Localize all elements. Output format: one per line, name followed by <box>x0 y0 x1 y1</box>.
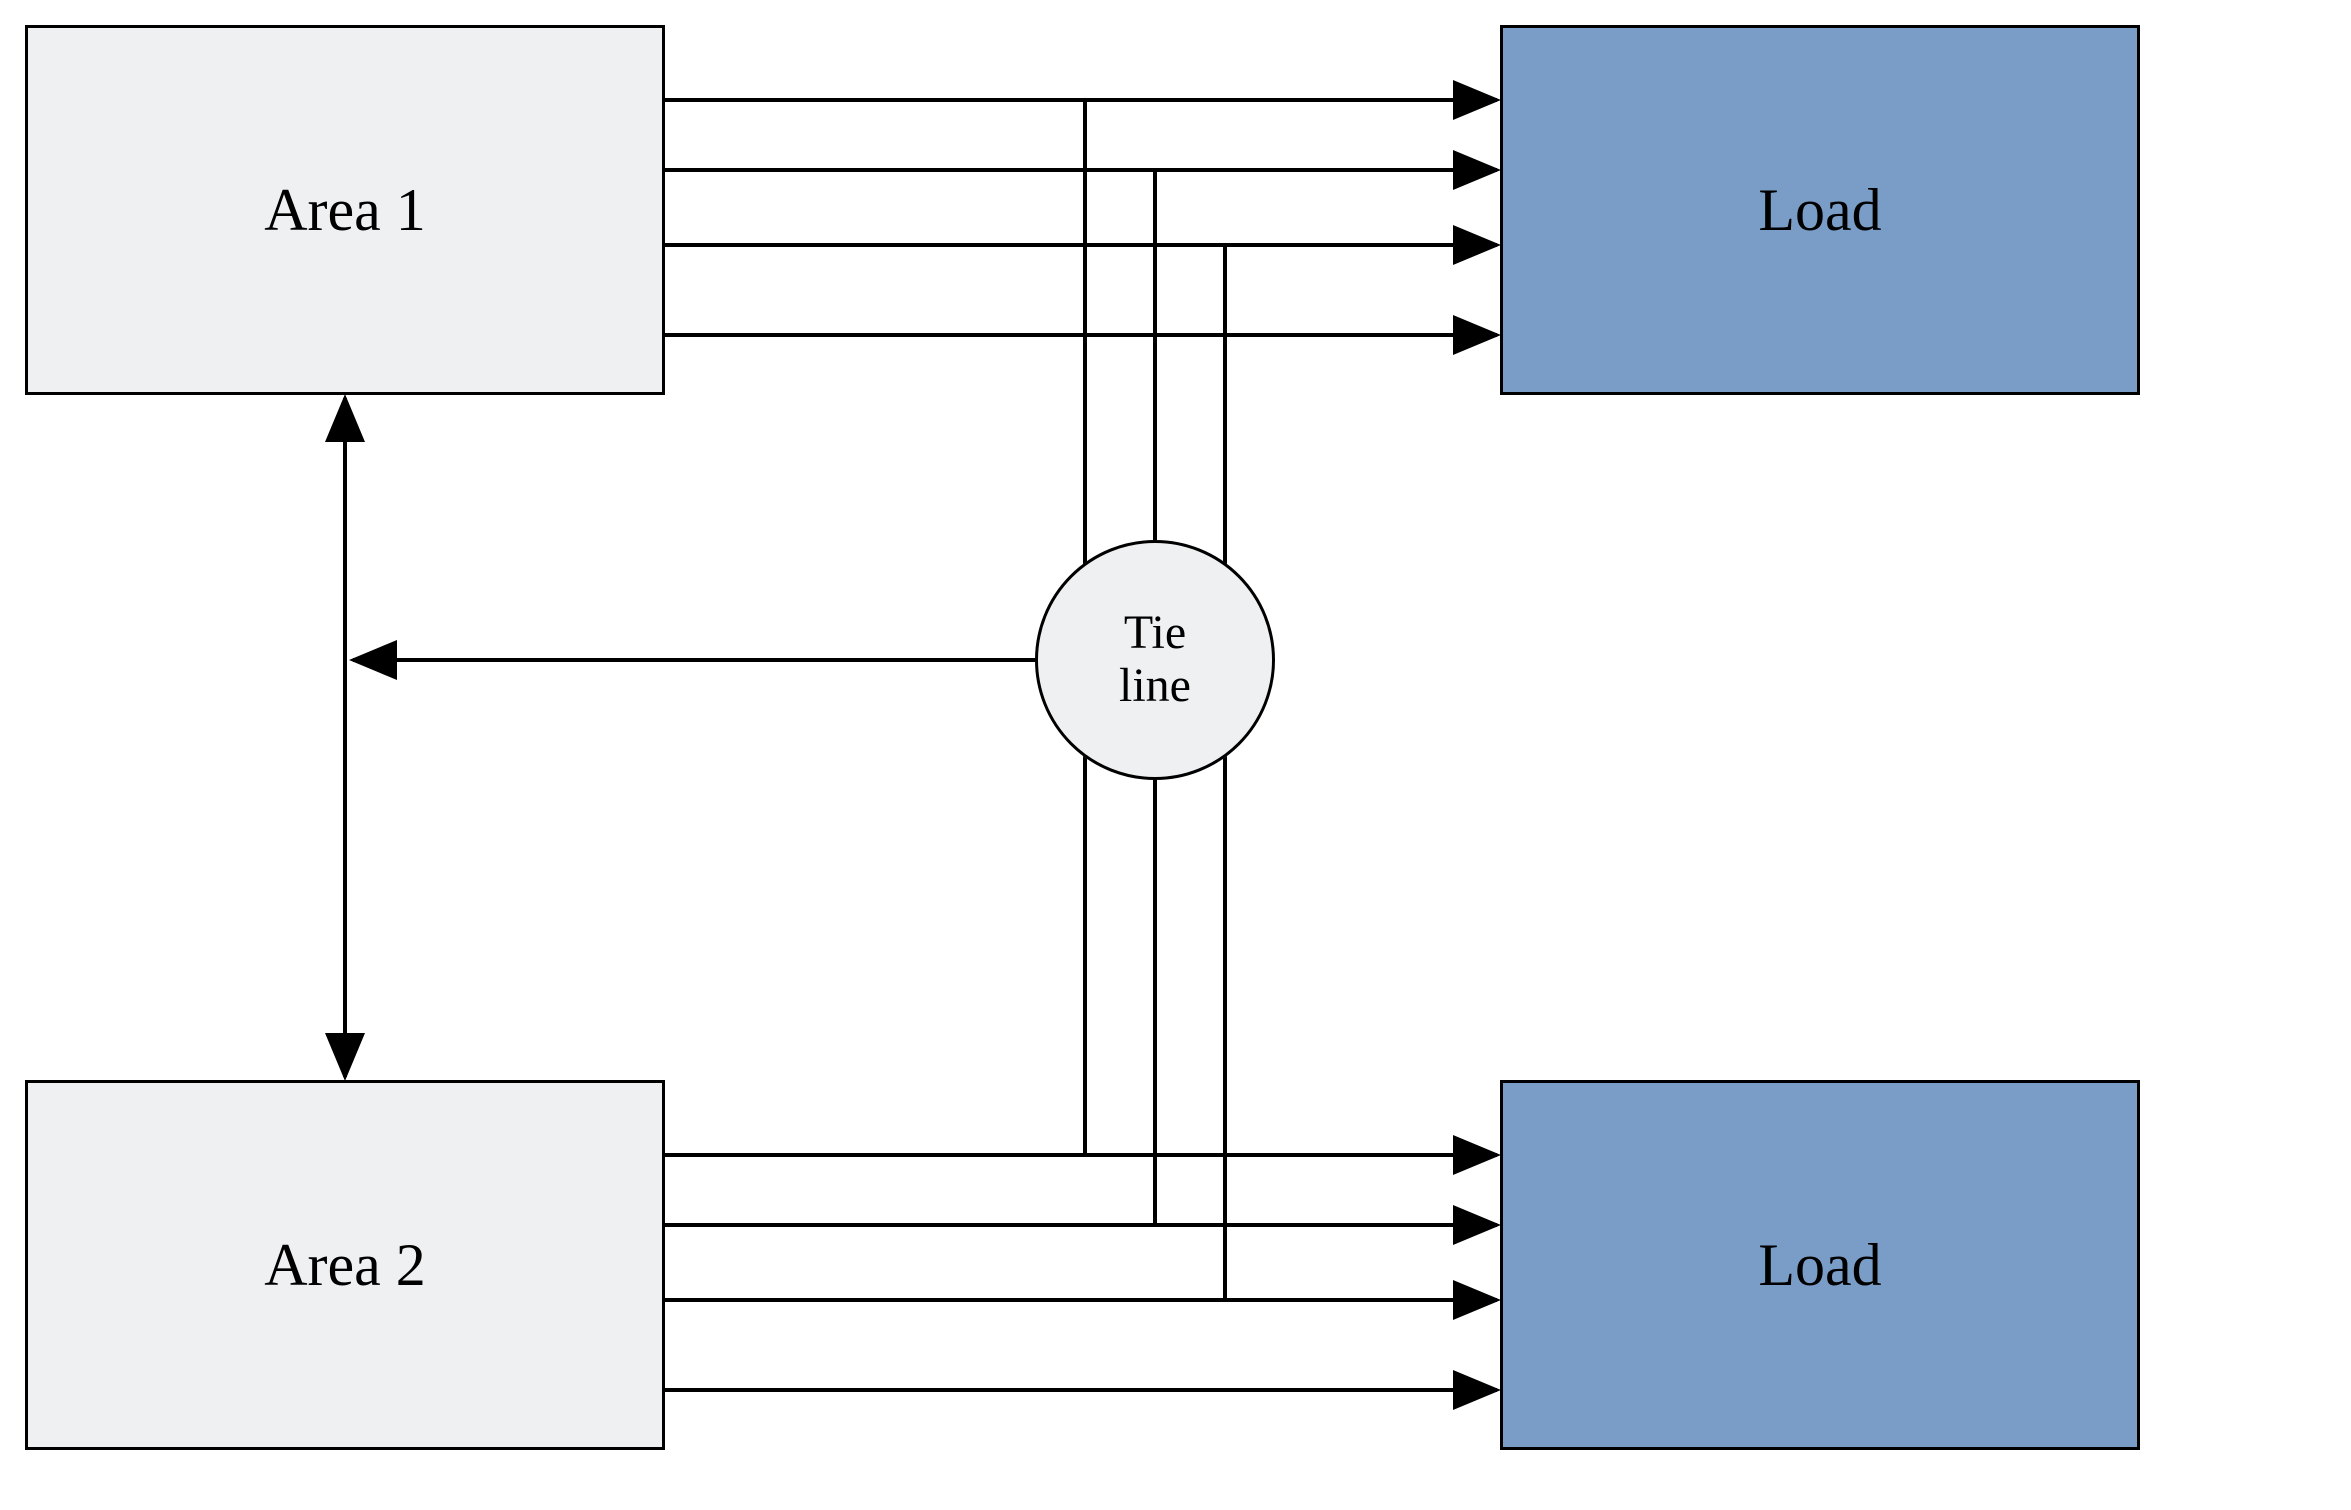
area1-label: Area 1 <box>264 176 426 245</box>
load1-label: Load <box>1758 176 1881 245</box>
diagram-container: Area 1 Area 2 Load Load Tie line <box>0 0 2351 1510</box>
area1-box: Area 1 <box>25 25 665 395</box>
area2-label: Area 2 <box>264 1231 426 1300</box>
load2-label: Load <box>1758 1231 1881 1300</box>
tieline-circle: Tie line <box>1035 540 1275 780</box>
load1-box: Load <box>1500 25 2140 395</box>
tieline-label: Tie line <box>1119 607 1191 713</box>
load2-box: Load <box>1500 1080 2140 1450</box>
area2-box: Area 2 <box>25 1080 665 1450</box>
